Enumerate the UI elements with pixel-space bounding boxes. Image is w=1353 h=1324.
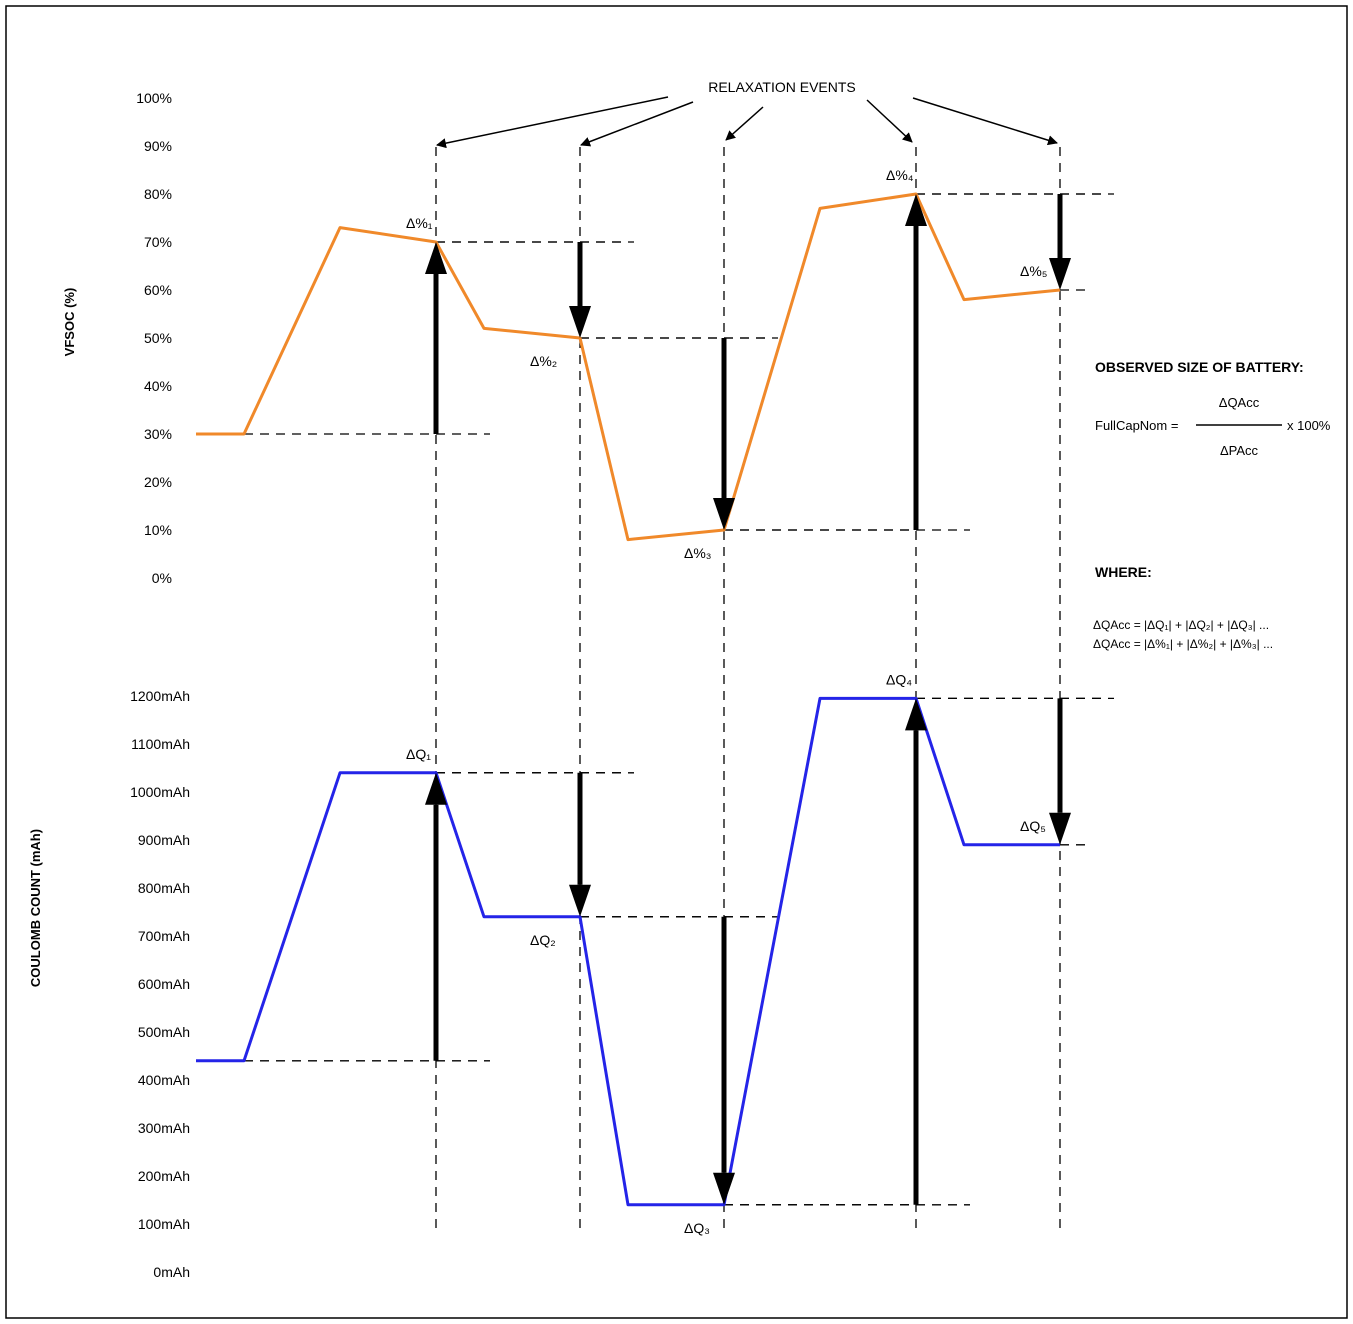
vfsoc-tick-label: 100% bbox=[136, 90, 172, 106]
coulomb-delta-label-2: ΔQ₂ bbox=[530, 932, 556, 948]
vfsoc-delta-arrowhead-2 bbox=[569, 306, 591, 338]
coulomb-tick-label: 400mAh bbox=[138, 1072, 190, 1088]
formula-factor: x 100% bbox=[1287, 418, 1331, 433]
vfsoc-axis-label: VFSOC (%) bbox=[62, 288, 77, 357]
vfsoc-tick-label: 10% bbox=[144, 522, 172, 538]
formula-numerator: ΔQAcc bbox=[1219, 395, 1260, 410]
coulomb-tick-label: 500mAh bbox=[138, 1024, 190, 1040]
vfsoc-delta-arrowhead-4 bbox=[905, 194, 927, 226]
where-line-2: ΔQAcc = |Δ%₁| + |Δ%₂| + |Δ%₃| ... bbox=[1093, 637, 1273, 651]
coulomb-tick-label: 300mAh bbox=[138, 1120, 190, 1136]
where-line-1: ΔQAcc = |ΔQ₁| + |ΔQ₂| + |ΔQ₃| ... bbox=[1093, 618, 1269, 632]
coulomb-tick-label: 0mAh bbox=[153, 1264, 190, 1280]
vfsoc-tick-label: 50% bbox=[144, 330, 172, 346]
coulomb-delta-arrowhead-1 bbox=[425, 772, 447, 805]
vfsoc-tick-label: 90% bbox=[144, 138, 172, 154]
vfsoc-tick-label: 30% bbox=[144, 426, 172, 442]
tick-labels: 0% 10% 20% 30% 40% 50% 60% 70% 80% 90% 100% 0mAh 100… bbox=[130, 90, 190, 1280]
coulomb-delta-arrowhead-2 bbox=[569, 884, 591, 917]
relaxation-event-pointers bbox=[436, 96, 1058, 149]
coulomb-delta-label-3: ΔQ₃ bbox=[684, 1220, 710, 1236]
vfsoc-delta-arrowhead-1 bbox=[425, 242, 447, 274]
pointer-arrow-1 bbox=[436, 96, 669, 149]
coulomb-axis-label: COULOMB COUNT (mAh) bbox=[28, 829, 43, 987]
coulomb-tick-label: 600mAh bbox=[138, 976, 190, 992]
pointer-arrow-4 bbox=[866, 99, 913, 143]
series-lines bbox=[196, 192, 1061, 1207]
vfsoc-delta-label-5: Δ%₅ bbox=[1020, 263, 1047, 279]
formula-lhs: FullCapNom = bbox=[1095, 418, 1178, 433]
observed-size-title: OBSERVED SIZE OF BATTERY: bbox=[1095, 359, 1304, 375]
coulomb-delta-label-1: ΔQ₁ bbox=[406, 746, 431, 762]
relaxation-events-label: RELAXATION EVENTS bbox=[708, 79, 856, 95]
coulomb-series-line bbox=[196, 696, 1060, 1207]
coulomb-tick-label: 1200mAh bbox=[130, 688, 190, 704]
coulomb-tick-label: 1100mAh bbox=[131, 736, 190, 752]
coulomb-delta-arrowhead-5 bbox=[1049, 812, 1071, 845]
vfsoc-delta-label-3: Δ%₃ bbox=[684, 545, 712, 561]
coulomb-delta-arrowhead-3 bbox=[713, 1172, 735, 1205]
vfsoc-tick-label: 60% bbox=[144, 282, 172, 298]
coulomb-tick-label: 800mAh bbox=[138, 880, 190, 896]
guide-lines bbox=[244, 147, 1114, 1230]
delta-labels: Δ%₁ Δ%₂ Δ%₃ Δ%₄ Δ%₅ ΔQ₁ ΔQ₂ ΔQ₃ ΔQ₄ ΔQ₅ bbox=[406, 167, 1047, 1236]
delta-arrows bbox=[425, 194, 1071, 1205]
vfsoc-tick-label: 70% bbox=[144, 234, 172, 250]
coulomb-delta-label-5: ΔQ₅ bbox=[1020, 818, 1046, 834]
coulomb-tick-label: 700mAh bbox=[138, 928, 190, 944]
vfsoc-delta-label-2: Δ%₂ bbox=[530, 353, 557, 369]
vfsoc-tick-label: 40% bbox=[144, 378, 172, 394]
vfsoc-delta-label-1: Δ%₁ bbox=[406, 215, 433, 231]
coulomb-delta-arrowhead-4 bbox=[905, 698, 927, 731]
coulomb-tick-label: 900mAh bbox=[138, 832, 190, 848]
pointer-arrow-2 bbox=[580, 101, 694, 147]
pointer-arrow-5 bbox=[912, 97, 1058, 146]
where-title: WHERE: bbox=[1095, 564, 1152, 580]
vfsoc-delta-arrowhead-3 bbox=[713, 498, 735, 530]
coulomb-tick-label: 100mAh bbox=[138, 1216, 190, 1232]
pointer-arrow-3 bbox=[725, 106, 764, 141]
vfsoc-tick-label: 80% bbox=[144, 186, 172, 202]
vfsoc-delta-arrowhead-5 bbox=[1049, 258, 1071, 290]
coulomb-tick-label: 200mAh bbox=[138, 1168, 190, 1184]
vfsoc-series-line bbox=[196, 192, 1061, 542]
formula-denominator: ΔPAcc bbox=[1220, 443, 1259, 458]
coulomb-tick-label: 1000mAh bbox=[130, 784, 190, 800]
vfsoc-tick-label: 20% bbox=[144, 474, 172, 490]
vfsoc-tick-label: 0% bbox=[152, 570, 172, 586]
coulomb-delta-label-4: ΔQ₄ bbox=[886, 671, 912, 687]
frame-border bbox=[5, 5, 1348, 1319]
formula-block: OBSERVED SIZE OF BATTERY: FullCapNom = Δ… bbox=[1093, 359, 1331, 651]
vfsoc-delta-label-4: Δ%₄ bbox=[886, 167, 914, 183]
